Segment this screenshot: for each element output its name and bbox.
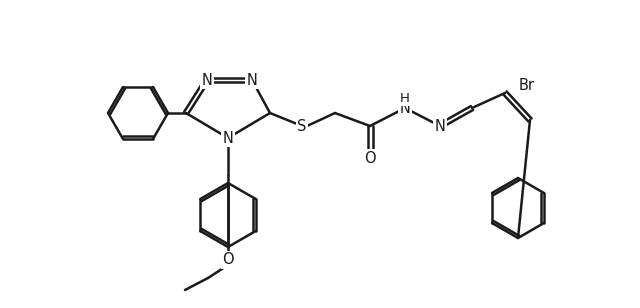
Text: N: N [435,119,445,133]
Text: N: N [202,72,212,87]
Text: Br: Br [519,78,535,92]
Text: O: O [364,151,376,165]
Text: N: N [246,72,257,87]
Text: N: N [399,100,410,116]
Text: N: N [223,131,234,145]
Text: O: O [222,253,234,268]
Text: H: H [400,91,410,104]
Text: S: S [298,119,307,133]
